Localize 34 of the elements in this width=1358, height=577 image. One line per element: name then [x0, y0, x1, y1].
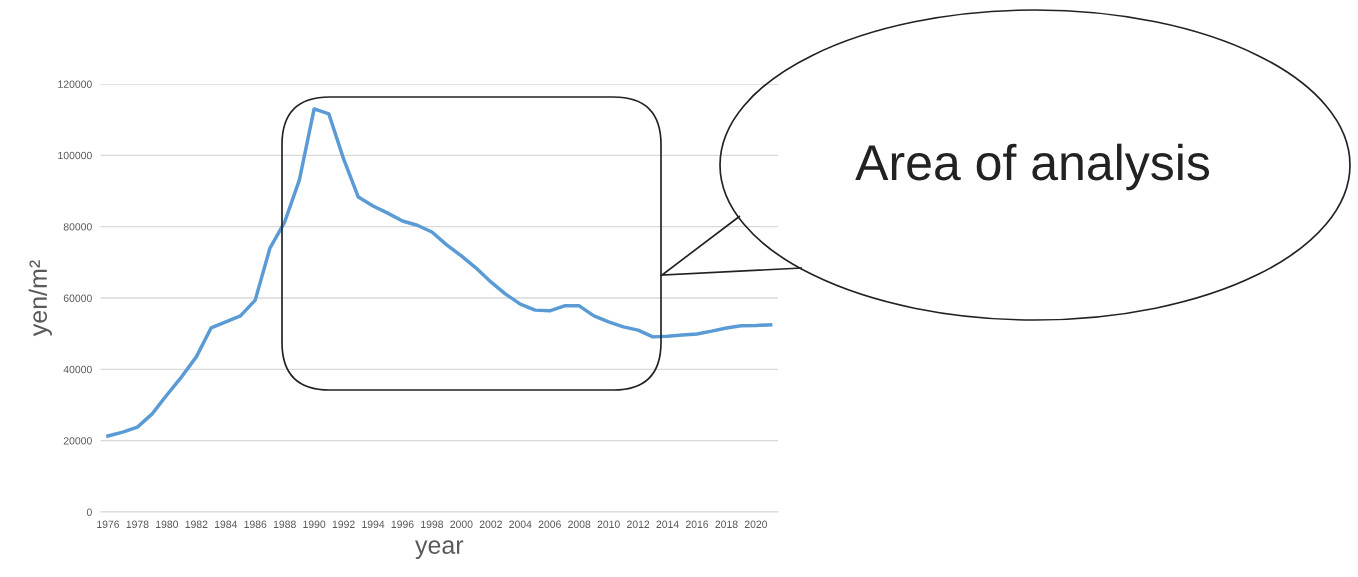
x-tick-label: 2006 — [538, 520, 561, 528]
x-tick-label: 2000 — [450, 520, 473, 528]
x-tick-label: 2008 — [568, 520, 591, 528]
x-tick-label: 1994 — [362, 520, 385, 528]
x-tick-label: 1982 — [185, 520, 208, 528]
y-tick-label: 100000 — [58, 151, 92, 160]
x-tick-label: 1988 — [273, 520, 296, 528]
x-tick-label: 2012 — [627, 520, 650, 528]
x-axis-title: year — [415, 540, 464, 559]
x-tick-label: 1978 — [126, 520, 149, 528]
line-series — [106, 107, 773, 438]
x-tick-label: 1976 — [97, 520, 120, 528]
x-tick-label: 1986 — [244, 520, 267, 528]
x-tick-label: 2010 — [597, 520, 620, 528]
y-tick-label: 80000 — [63, 223, 92, 231]
y-axis-title: yen/m² — [28, 260, 52, 337]
x-tick-label: 2016 — [685, 520, 709, 528]
x-tick-label: 1990 — [303, 520, 326, 528]
y-tick-label: 40000 — [63, 365, 92, 374]
x-tick-label: 2020 — [744, 520, 768, 528]
y-tick-label: 0 — [86, 508, 92, 516]
y-tick-label: 60000 — [63, 294, 92, 302]
x-tick-label: 1984 — [214, 520, 238, 528]
text: Area of analysis — [855, 143, 1210, 191]
x-tick-label: 2014 — [656, 520, 679, 528]
x-tick-label: 1980 — [156, 520, 179, 528]
x-tick-label: 1992 — [332, 520, 355, 528]
y-tick-label: 20000 — [63, 437, 92, 445]
x-tick-label: 2018 — [715, 520, 738, 528]
x-tick-label: 2002 — [479, 520, 502, 528]
x-tick-label: 1996 — [391, 520, 414, 528]
x-tick-label: 1998 — [421, 520, 444, 528]
x-tick-label: 2004 — [509, 520, 532, 528]
y-tick-label: 120000 — [58, 80, 92, 88]
